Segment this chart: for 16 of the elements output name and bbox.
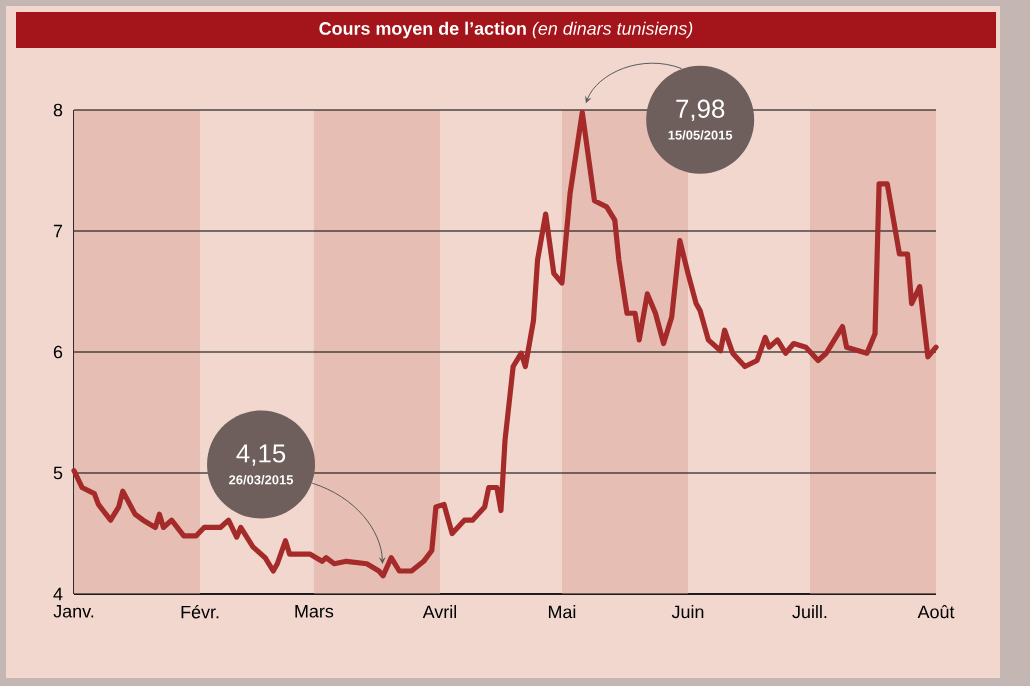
annotation: 4,15 <box>236 444 286 466</box>
y-tick-label: 4 <box>53 587 63 601</box>
annotation: 7,98 <box>676 99 725 121</box>
y-tick-label: 6 <box>53 345 63 359</box>
x-tick-label: Mai <box>548 605 576 619</box>
y-tick-label: 8 <box>53 103 63 117</box>
y-tick-label: 7 <box>53 224 63 238</box>
x-tick-label: Août <box>917 605 955 619</box>
x-tick-label: Juin <box>671 605 704 619</box>
chart-title: Cours moyen de l’action (en dinars tunisiens) <box>319 21 693 39</box>
x-tick-label: Mars <box>295 605 334 618</box>
x-tick-label: Juill. <box>792 605 827 619</box>
x-tick-label: Janv. <box>53 605 94 618</box>
y-tick-label: 5 <box>53 466 63 480</box>
x-tick-label: Févr. <box>181 605 219 619</box>
x-tick-label: Avril <box>422 605 457 619</box>
